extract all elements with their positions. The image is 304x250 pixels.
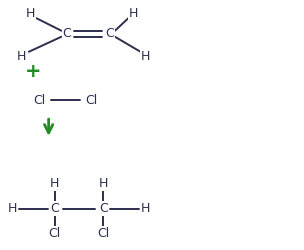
Text: C: C <box>63 27 71 40</box>
Text: C: C <box>50 202 59 215</box>
Text: H: H <box>26 7 35 20</box>
Text: C: C <box>105 27 114 40</box>
Text: Cl: Cl <box>33 94 46 106</box>
Text: +: + <box>25 62 42 81</box>
Text: H: H <box>8 202 17 215</box>
Text: H: H <box>99 177 108 190</box>
Text: H: H <box>17 50 26 63</box>
Text: H: H <box>129 7 138 20</box>
Text: H: H <box>141 202 150 215</box>
Text: H: H <box>141 50 150 63</box>
Text: Cl: Cl <box>85 94 97 106</box>
Text: Cl: Cl <box>49 227 61 240</box>
Text: Cl: Cl <box>97 227 109 240</box>
Text: H: H <box>50 177 59 190</box>
Text: C: C <box>99 202 108 215</box>
